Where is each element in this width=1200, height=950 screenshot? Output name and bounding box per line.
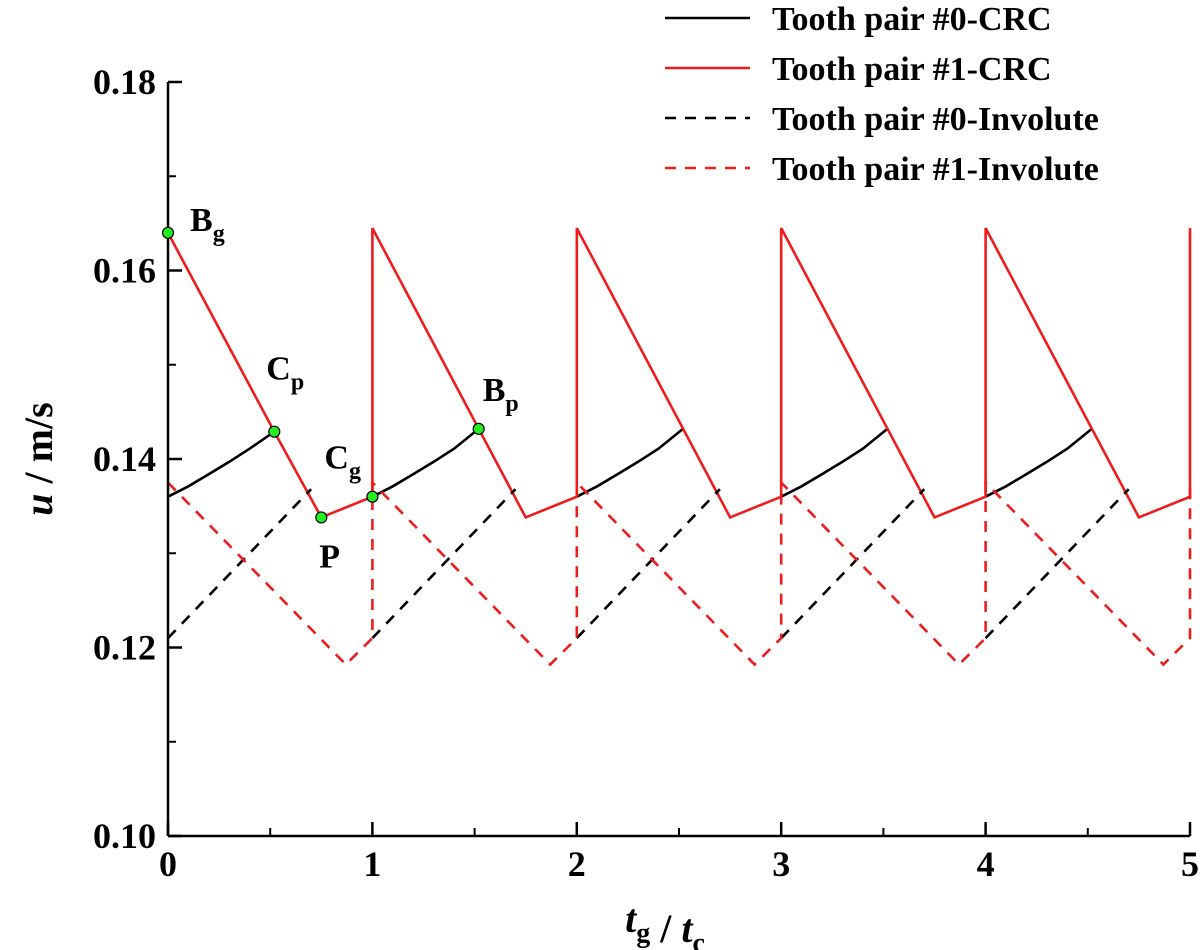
series-0-line: [167, 430, 276, 498]
x-axis-title-part: t: [681, 906, 694, 950]
y-tick-label: 0.16: [93, 251, 156, 291]
point-label: P: [319, 538, 340, 575]
series-0-line: [371, 427, 480, 498]
series-0-line: [985, 427, 1093, 498]
y-tick-label: 0.14: [93, 439, 156, 479]
y-axis-title-part: / m/s: [16, 402, 61, 493]
x-tick-label: 1: [363, 844, 381, 884]
y-tick-label: 0.10: [93, 816, 156, 856]
series-0-line: [576, 427, 684, 498]
point-marker: [268, 425, 281, 438]
x-tick-label: 5: [1181, 844, 1199, 884]
point-label-sub: p: [505, 391, 518, 417]
series-2-line: [371, 488, 517, 640]
point-label: Cp: [266, 351, 304, 396]
legend-label: Tooth pair #0-CRC: [772, 1, 1052, 38]
series-2-line: [984, 488, 1130, 640]
x-axis-title: tg / tc: [625, 896, 705, 950]
point-label-main: C: [266, 351, 291, 388]
x-axis-title-part: t: [625, 896, 638, 941]
point-label-main: B: [190, 202, 213, 239]
y-tick-label: 0.18: [93, 62, 156, 102]
point-label-sub: p: [291, 370, 304, 396]
point-marker: [366, 490, 379, 503]
series-3-line: [167, 479, 1192, 667]
point-label-sub: g: [213, 221, 225, 247]
point-label: Bp: [483, 372, 519, 417]
point-marker: [161, 226, 175, 239]
point-label-main: P: [319, 538, 340, 575]
x-axis-title-part: g: [636, 918, 650, 949]
y-axis-title: u / m/s: [16, 402, 61, 515]
point-marker: [315, 511, 328, 524]
x-tick-label: 4: [977, 844, 995, 884]
series-1-line: [166, 227, 1192, 520]
legend-label: Tooth pair #1-Involute: [772, 151, 1099, 188]
legend-label: Tooth pair #1-CRC: [772, 51, 1052, 88]
x-axis-title-part: c: [692, 928, 704, 950]
series-2-line: [575, 488, 721, 640]
series-2-line: [167, 488, 313, 640]
point-label-main: C: [324, 440, 349, 477]
plot-area: [166, 227, 1192, 667]
point-label: Cg: [324, 440, 361, 485]
series-2-line: [780, 488, 926, 640]
x-axis-title-part: /: [650, 906, 681, 950]
x-tick-label: 3: [772, 844, 790, 884]
series-0-line: [780, 427, 889, 498]
legend-label: Tooth pair #0-Involute: [772, 101, 1099, 138]
y-tick-label: 0.12: [93, 628, 156, 668]
point-label-sub: g: [349, 459, 361, 485]
legend: Tooth pair #0-CRC Tooth pair #1-CRC Tooth …: [665, 1, 1099, 188]
y-axis-title-part: u: [16, 493, 61, 515]
point-label-main: B: [483, 372, 506, 409]
point-marker: [472, 422, 485, 435]
point-label: Bg: [190, 202, 225, 247]
x-tick-label: 0: [159, 844, 177, 884]
x-tick-label: 2: [568, 844, 586, 884]
